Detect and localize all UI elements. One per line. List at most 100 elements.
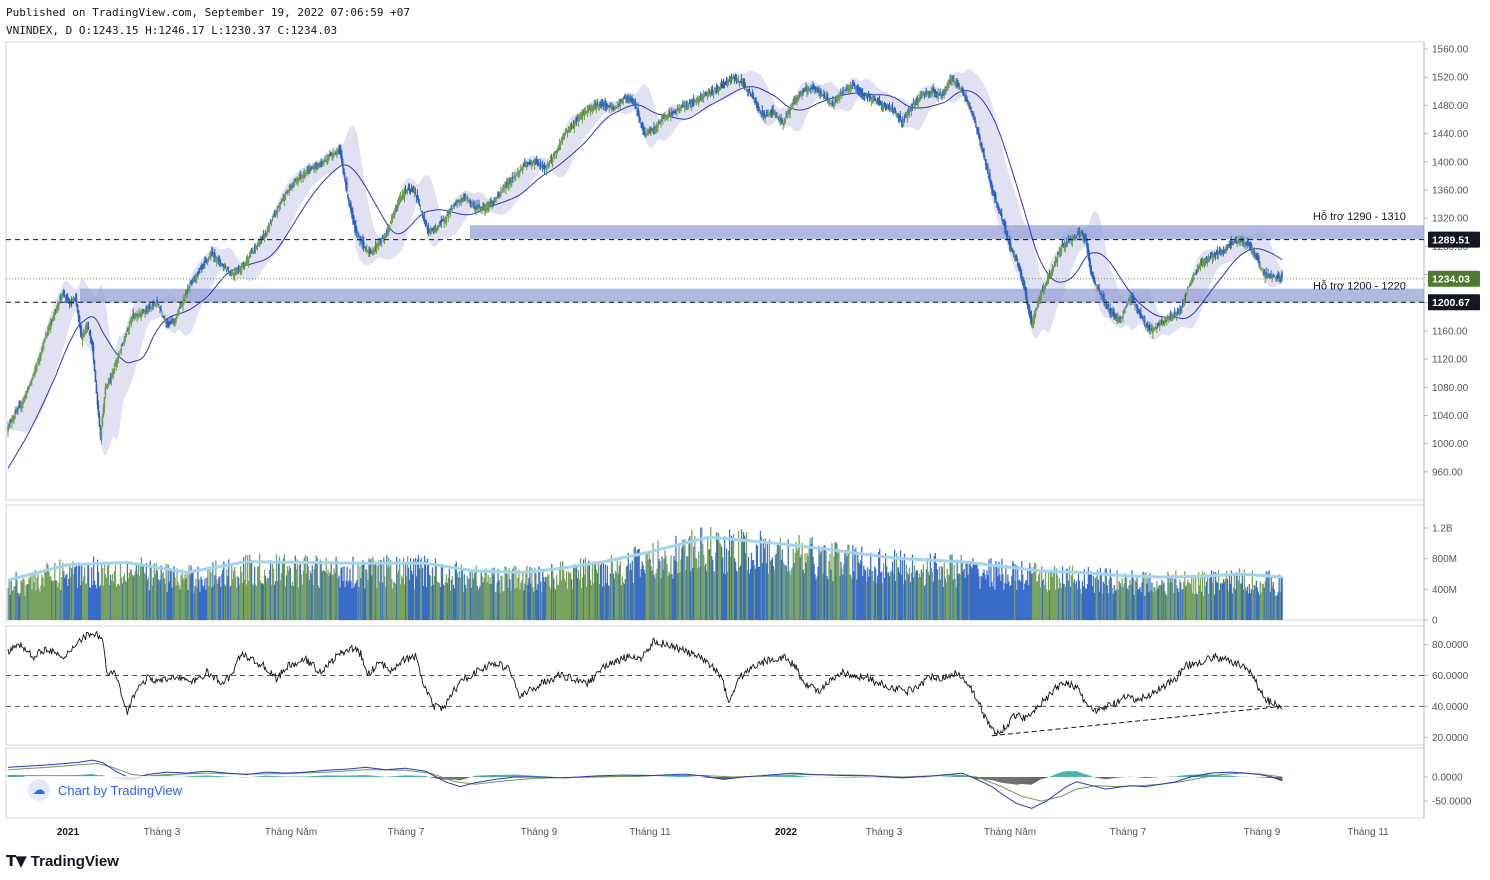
volume-bar [552, 568, 554, 620]
candle-body [844, 89, 847, 91]
candle-body [845, 87, 848, 89]
candle-body [452, 205, 455, 207]
candle-body [800, 93, 802, 96]
candle-body [575, 120, 578, 122]
candle-body [1073, 235, 1076, 238]
candle-body [748, 88, 751, 93]
volume-bar [1098, 591, 1100, 620]
candle-body [997, 206, 1000, 210]
volume-bar [397, 573, 399, 620]
volume-bar [422, 585, 425, 620]
candle-body [717, 87, 720, 92]
candle-body [939, 93, 941, 95]
candle-body [1148, 327, 1150, 329]
candle-body [536, 163, 539, 165]
volume-bar [401, 575, 403, 620]
candle-body [869, 95, 872, 98]
candle-body [1196, 269, 1199, 271]
volume-bar [500, 575, 502, 620]
candle-body [1033, 314, 1036, 319]
candle-body [246, 259, 249, 264]
candle-body [989, 173, 991, 182]
volume-bar [316, 557, 318, 620]
volume-bar [975, 561, 977, 620]
volume-bar [462, 591, 464, 620]
volume-bar [265, 580, 268, 620]
candle-body [621, 100, 623, 102]
candle-body [765, 114, 768, 116]
candle-body [1016, 263, 1019, 265]
candle-body [528, 161, 531, 164]
candle-body [651, 128, 653, 131]
volume-bar [680, 559, 682, 620]
candle-body [807, 89, 809, 93]
volume-bar [786, 571, 788, 620]
volume-bar [1000, 580, 1002, 620]
volume-bar [758, 566, 761, 620]
candle-body [259, 240, 262, 243]
candle-body [631, 97, 633, 102]
volume-bar [76, 564, 78, 620]
volume-bar [550, 588, 552, 620]
candle-body [1254, 255, 1256, 257]
volume-bar [1155, 591, 1157, 620]
candle-body [1003, 221, 1006, 229]
volume-bar [1246, 586, 1249, 620]
volume-bar [974, 562, 976, 620]
candle-body [149, 307, 151, 309]
candle-body [973, 118, 975, 120]
volume-bar [970, 566, 972, 620]
volume-bar [428, 575, 431, 620]
candle-body [1243, 242, 1246, 244]
candle-body [805, 87, 807, 91]
volume-bar [467, 578, 469, 620]
candle-body [601, 103, 604, 106]
candle-body [612, 106, 614, 109]
volume-bar [221, 573, 223, 620]
volume-bar [1147, 578, 1149, 620]
volume-bar [1092, 575, 1094, 620]
volume-bar [533, 591, 535, 620]
volume-bar [731, 539, 734, 620]
candle-body [427, 227, 430, 233]
volume-bar [381, 560, 383, 620]
candle-body [1011, 251, 1014, 253]
candle-body [948, 82, 950, 84]
volume-bar [12, 590, 14, 620]
volume-bar [720, 544, 722, 620]
volume-bar [994, 589, 996, 620]
candle-body [641, 123, 643, 128]
candle-body [552, 155, 555, 157]
candle-body [836, 98, 839, 102]
volume-bar [452, 584, 455, 620]
candle-body [602, 104, 605, 106]
candle-body [617, 104, 619, 107]
candle-body [976, 128, 978, 131]
candle-body [197, 271, 199, 274]
volume-bar [307, 566, 309, 620]
candle-body [1046, 279, 1049, 283]
candle-body [187, 289, 189, 291]
volume-bar [431, 567, 434, 620]
volume-bar [556, 574, 558, 620]
candle-body [291, 185, 294, 188]
volume-bar [590, 585, 593, 620]
candle-body [808, 89, 810, 91]
volume-bar [831, 543, 833, 620]
volume-bar [645, 554, 647, 620]
volume-bar [273, 584, 276, 620]
volume-bar [50, 576, 52, 620]
candle-body [742, 81, 745, 85]
candle-body [620, 99, 622, 102]
candle-body [654, 128, 656, 130]
candle-body [256, 244, 259, 247]
candle-body [363, 246, 366, 248]
volume-bar [843, 563, 845, 620]
candle-body [140, 312, 142, 317]
volume-bar [787, 539, 789, 620]
candle-body [647, 132, 649, 135]
volume-bar [1244, 587, 1247, 620]
volume-bar [247, 580, 250, 620]
volume-bar [138, 576, 140, 620]
